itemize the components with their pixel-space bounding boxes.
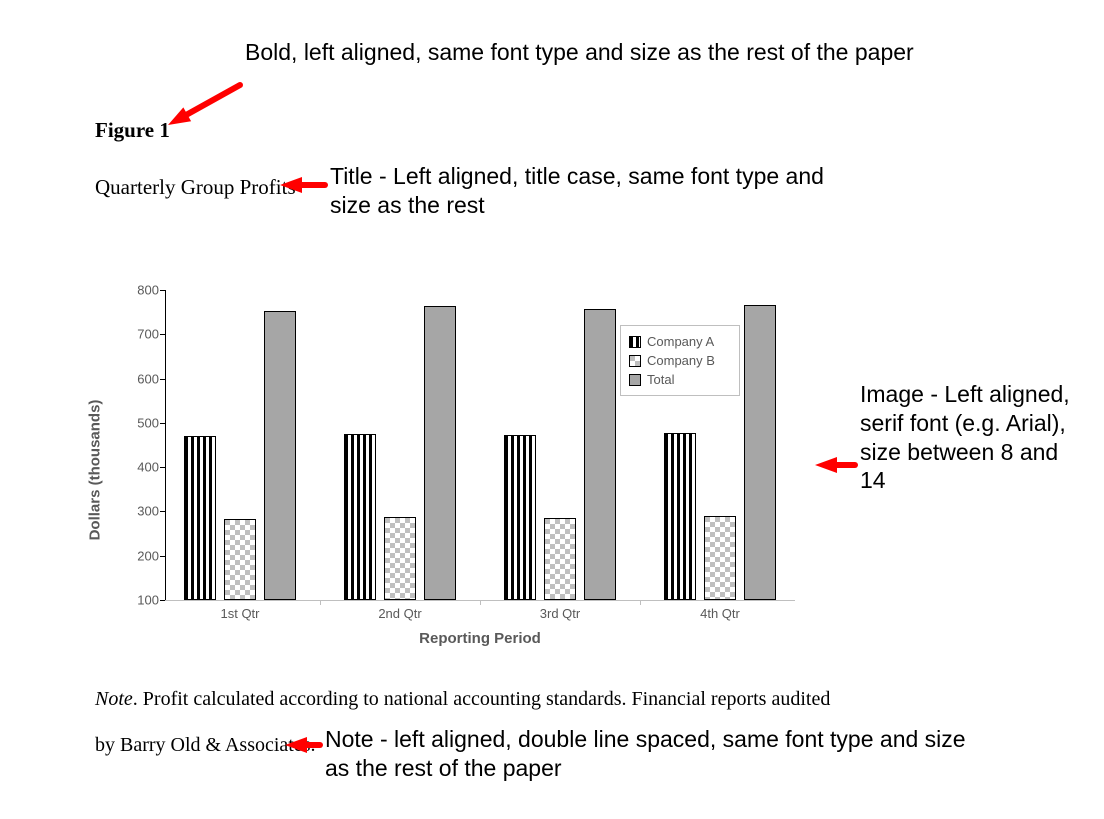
y-tick-mark [160, 379, 165, 380]
legend-swatch [629, 374, 641, 386]
arrow-shaft [180, 85, 240, 119]
figure-number: Figure 1 [95, 118, 170, 143]
callout-note: Note - left aligned, double line spaced,… [325, 725, 975, 783]
legend-label: Total [647, 372, 674, 387]
bar [264, 311, 296, 600]
callout-figure-label: Bold, left aligned, same font type and s… [245, 38, 965, 67]
bar [224, 519, 256, 600]
bar [704, 516, 736, 600]
figure-title: Quarterly Group Profits [95, 175, 296, 200]
note-text-1: . Profit calculated according to nationa… [133, 688, 831, 710]
arrow-head-icon [815, 457, 837, 473]
legend: Company A Company B Total [620, 325, 740, 396]
y-axis-label: Dollars (thousands) [87, 400, 104, 541]
y-tick-mark [160, 600, 165, 601]
figure-note-line-2: by Barry Old & Associates. [95, 734, 316, 757]
bar [184, 436, 216, 600]
group-separator [320, 600, 321, 605]
x-tick-label: 3rd Qtr [540, 606, 580, 621]
legend-label: Company A [647, 334, 714, 349]
y-tick-mark [160, 423, 165, 424]
callout-title: Title - Left aligned, title case, same f… [330, 162, 850, 220]
group-separator [640, 600, 641, 605]
y-tick-label: 600 [137, 371, 159, 386]
legend-item: Company A [629, 332, 731, 351]
bar [544, 518, 576, 600]
y-tick-mark [160, 334, 165, 335]
bar [504, 435, 536, 600]
x-tick-label: 2nd Qtr [378, 606, 421, 621]
legend-item: Company B [629, 351, 731, 370]
y-tick-label: 300 [137, 504, 159, 519]
bar [344, 434, 376, 600]
bar [664, 433, 696, 600]
bar [744, 305, 776, 600]
chart-container: Dollars (thousands) 10020030040050060070… [95, 280, 815, 660]
x-tick-label: 1st Qtr [220, 606, 259, 621]
legend-swatch [629, 355, 641, 367]
bar [584, 309, 616, 600]
arrow-head-icon [168, 107, 191, 125]
legend-label: Company B [647, 353, 715, 368]
page-root: Figure 1 Quarterly Group Profits Dollars… [0, 0, 1104, 819]
y-tick-mark [160, 511, 165, 512]
figure-note-line-1: Note. Profit calculated according to nat… [95, 688, 830, 711]
bar [384, 517, 416, 600]
callout-image: Image - Left aligned, serif font (e.g. A… [860, 380, 1090, 495]
legend-item: Total [629, 370, 731, 389]
bar [424, 306, 456, 600]
y-tick-label: 500 [137, 415, 159, 430]
group-separator [480, 600, 481, 605]
y-tick-mark [160, 290, 165, 291]
legend-swatch [629, 336, 641, 348]
y-tick-mark [160, 467, 165, 468]
x-tick-label: 4th Qtr [700, 606, 740, 621]
y-tick-label: 700 [137, 327, 159, 342]
plot-area: 1002003004005006007008001st Qtr2nd Qtr3r… [165, 290, 795, 601]
y-tick-mark [160, 556, 165, 557]
y-tick-label: 200 [137, 548, 159, 563]
note-prefix: Note [95, 688, 133, 710]
x-axis-label: Reporting Period [165, 630, 795, 647]
y-tick-label: 100 [137, 593, 159, 608]
y-tick-label: 800 [137, 283, 159, 298]
y-tick-label: 400 [137, 460, 159, 475]
y-axis-line [165, 290, 166, 600]
